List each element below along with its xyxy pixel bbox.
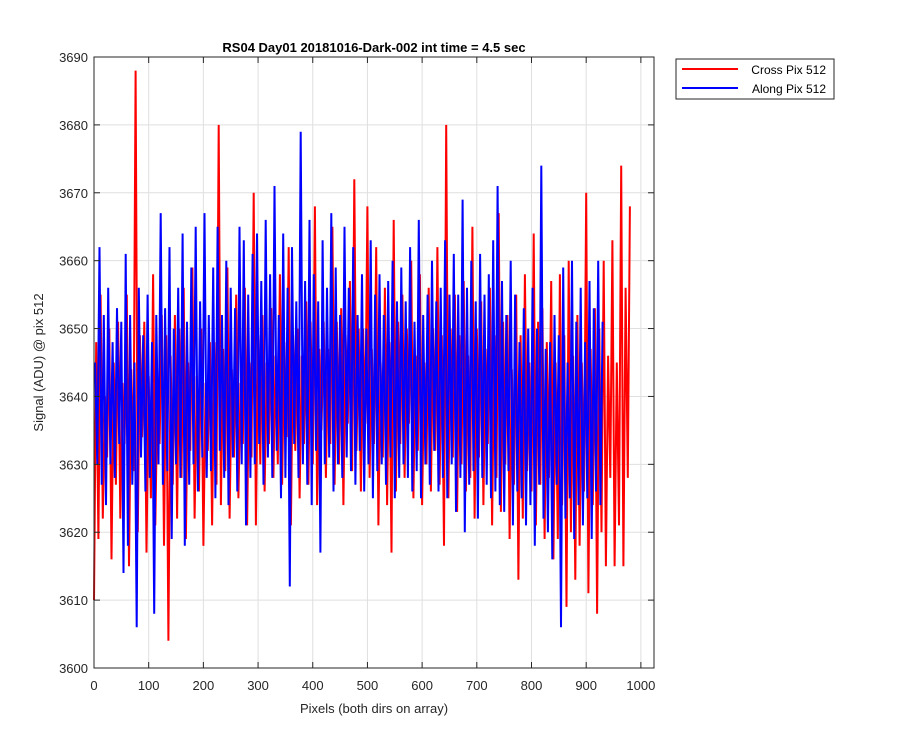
legend-label-along-pix-512: Along Pix 512: [752, 82, 826, 96]
y-tick-label: 3680: [59, 118, 88, 133]
series-line-along-pix-512: [94, 131, 604, 628]
x-tick-label: 900: [575, 678, 597, 693]
legend-box: [675, 58, 835, 100]
legend-label-cross-pix-512: Cross Pix 512: [751, 63, 826, 77]
x-tick-label: 800: [521, 678, 543, 693]
x-tick-label: 500: [357, 678, 379, 693]
x-tick-label: 0: [90, 678, 97, 693]
series-layer: [93, 70, 631, 641]
x-tick-label: 700: [466, 678, 488, 693]
y-tick-label: 3610: [59, 593, 88, 608]
y-tick-label: 3660: [59, 254, 88, 269]
y-tick-label: 3620: [59, 525, 88, 540]
x-tick-label: 300: [247, 678, 269, 693]
y-axis-label: Signal (ADU) @ pix 512: [31, 293, 46, 431]
axis-ticks: 0 100 200 300 400 500 600 700 800 900 1000 3600 3610…: [59, 50, 655, 693]
y-tick-label: 3650: [59, 322, 88, 337]
x-axis-label: Pixels (both dirs on array): [300, 701, 448, 716]
y-tick-label: 3600: [59, 661, 88, 676]
x-tick-label: 400: [302, 678, 324, 693]
y-tick-label: 3640: [59, 389, 88, 404]
plot-frame: [93, 56, 655, 669]
legend[interactable]: Cross Pix 512 Along Pix 512: [675, 58, 835, 100]
chart-title: RS04 Day01 20181016-Dark-002 int time = …: [222, 40, 525, 55]
y-tick-label: 3690: [59, 50, 88, 65]
x-tick-label: 1000: [626, 678, 655, 693]
x-tick-label: 600: [411, 678, 433, 693]
x-tick-label: 100: [138, 678, 160, 693]
x-tick-label: 200: [193, 678, 215, 693]
y-tick-label: 3630: [59, 457, 88, 472]
y-tick-label: 3670: [59, 186, 88, 201]
